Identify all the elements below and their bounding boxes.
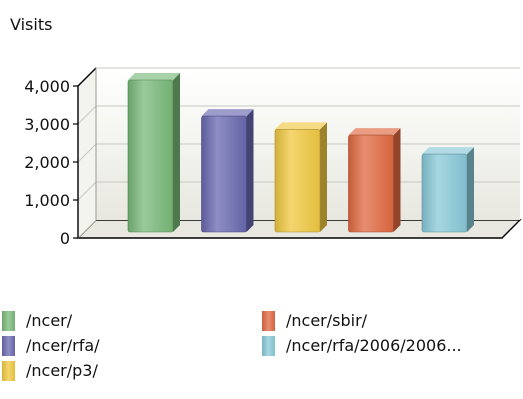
bar-top-face bbox=[422, 147, 474, 155]
bar-4 bbox=[348, 128, 401, 233]
bar-side-face bbox=[246, 109, 254, 232]
bar-top-face bbox=[128, 73, 180, 80]
bar-top-face bbox=[201, 109, 254, 117]
y-tick-label: 4,000 bbox=[24, 77, 70, 96]
bar-3 bbox=[274, 122, 327, 233]
y-tick-label: 0 bbox=[60, 229, 70, 248]
bar-front-face bbox=[274, 129, 321, 233]
bar-side-face bbox=[320, 122, 327, 232]
bar-side-face bbox=[173, 73, 180, 232]
legend-label: /ncer/sbir/ bbox=[286, 311, 368, 330]
bar-2 bbox=[201, 109, 254, 233]
legend-label: /ncer/p3/ bbox=[26, 361, 98, 380]
bar-top-face bbox=[348, 128, 401, 136]
legend-swatch bbox=[2, 361, 15, 381]
bars bbox=[127, 73, 474, 233]
bar-front-face bbox=[348, 134, 394, 233]
y-axis-label: Visits bbox=[10, 15, 52, 34]
y-tick-label: 2,000 bbox=[24, 153, 70, 172]
bar-1 bbox=[127, 73, 180, 233]
legend-swatch bbox=[2, 311, 15, 331]
legend-label: /ncer/ bbox=[26, 311, 73, 330]
y-axis-top-edge bbox=[77, 67, 97, 87]
legend-swatch bbox=[262, 311, 275, 331]
bar-side-face bbox=[467, 147, 474, 232]
legend-label: /ncer/rfa/ bbox=[26, 336, 100, 355]
y-tick-labels: 0 1,000 2,000 3,000 4,000 bbox=[24, 77, 78, 248]
legend-swatch bbox=[2, 336, 15, 356]
grid-line-side bbox=[77, 219, 97, 239]
y-tick-label: 3,000 bbox=[24, 115, 70, 134]
bar-front-face bbox=[421, 153, 468, 233]
bar-5 bbox=[421, 147, 474, 233]
grid-line-side bbox=[77, 105, 97, 125]
bar-front-face bbox=[127, 79, 174, 233]
y-tick-label: 1,000 bbox=[24, 191, 70, 210]
grid-line-side bbox=[77, 181, 97, 201]
bar-side-face bbox=[393, 128, 401, 232]
legend-swatch bbox=[262, 336, 275, 356]
bar-top-face bbox=[275, 122, 327, 130]
legend-label: /ncer/rfa/2006/2006... bbox=[286, 336, 462, 355]
grid-line-side bbox=[77, 143, 97, 163]
bar-front-face bbox=[201, 115, 247, 233]
